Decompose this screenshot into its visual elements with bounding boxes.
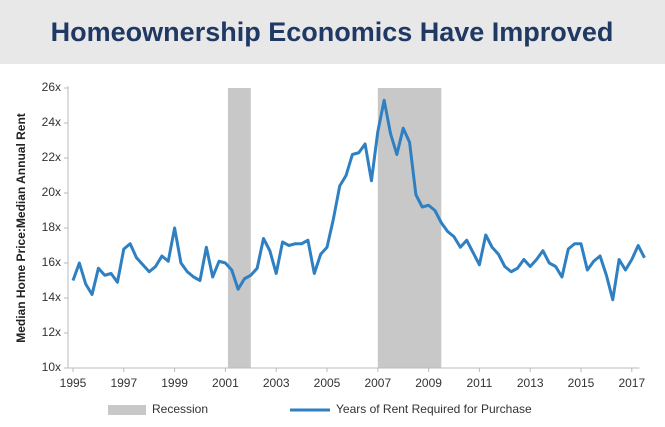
x-tick-label: 2001 [212,376,239,390]
legend-label: Years of Rent Required for Purchase [336,402,532,416]
x-tick-label: 2011 [466,376,492,390]
x-tick-label: 2017 [618,376,645,390]
y-tick-label: 16x [42,255,61,269]
x-tick-label: 2003 [263,376,290,390]
chart-title: Homeownership Economics Have Improved [51,17,614,47]
x-tick-label: 2007 [364,376,391,390]
x-tick-label: 2009 [415,376,442,390]
x-tick-label: 1999 [161,376,188,390]
recession-band [377,88,442,368]
recession-band [227,88,251,368]
x-tick-label: 2005 [314,376,341,390]
y-tick-label: 18x [42,220,61,234]
legend-swatch [108,405,146,415]
y-tick-label: 10x [42,360,61,374]
y-tick-label: 26x [42,80,61,94]
x-tick-label: 1995 [60,376,87,390]
y-axis-label: Median Home Price:Median Annual Rent [14,113,28,343]
x-tick-label: 1997 [110,376,137,390]
y-tick-label: 14x [42,290,61,304]
x-tick-label: 2015 [568,376,595,390]
title-banner [0,0,665,64]
x-tick-label: 2013 [517,376,544,390]
y-tick-label: 20x [42,185,61,199]
y-tick-label: 12x [42,325,61,339]
legend-label: Recession [152,402,208,416]
y-tick-label: 22x [42,150,61,164]
data-line [71,98,646,302]
y-tick-label: 24x [42,115,61,129]
